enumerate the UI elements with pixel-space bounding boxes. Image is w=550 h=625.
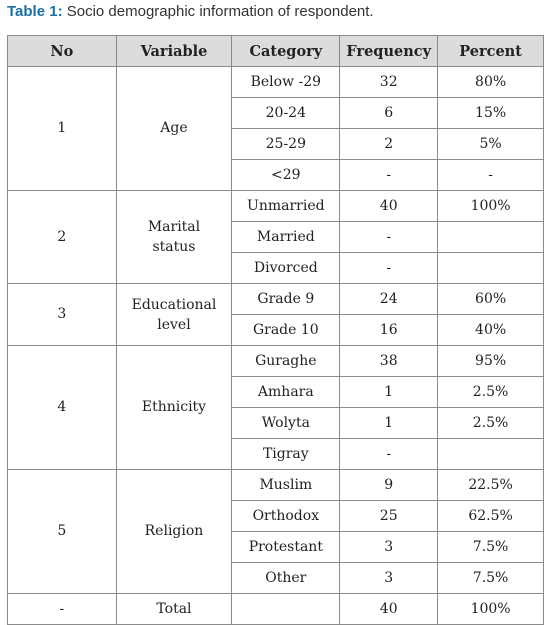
table-row: 2 Marital status Unmarried 40 100% (7, 190, 544, 284)
frequency-cell: 3 (339, 531, 439, 563)
percent-cell (437, 252, 544, 284)
variable-cell: Religion (115, 469, 233, 594)
category-cell: Below -29 (231, 66, 341, 98)
frequency-cell: 6 (339, 97, 439, 129)
frequency-cell: 24 (339, 283, 439, 315)
total-row: - Total 40 100% (7, 593, 544, 625)
percent-cell: 7.5% (437, 562, 544, 594)
frequency-cell: 9 (339, 469, 439, 501)
variable-label: Marital status (147, 219, 201, 255)
category-cell: Orthodox (231, 500, 341, 532)
category-cell: Grade 9 (231, 283, 341, 315)
table-row: 4 Ethnicity Guraghe 38 95% (7, 345, 544, 470)
category-cell: Unmarried (231, 190, 341, 222)
header-category: Category (231, 35, 341, 67)
group-number-cell: 2 (7, 190, 117, 284)
total-frequency-cell: 40 (339, 593, 439, 625)
total-category-cell (231, 593, 341, 625)
table-row: Orthodox 25 62.5% (8, 500, 544, 532)
category-cell: Amhara (231, 376, 341, 408)
group-number-cell: 3 (7, 283, 117, 346)
frequency-cell: 3 (339, 562, 439, 594)
percent-cell: - (437, 159, 544, 191)
table-row: Protestant 3 7.5% (8, 531, 544, 563)
category-cell: 20-24 (231, 97, 341, 129)
frequency-cell: - (339, 252, 439, 284)
table-row: Wolyta 1 2.5% (8, 407, 544, 439)
group-number-cell: 4 (7, 345, 117, 470)
percent-cell: 5% (437, 128, 544, 160)
percent-cell: 100% (437, 190, 544, 222)
percent-cell (437, 221, 544, 253)
group-number-cell: 5 (7, 469, 117, 594)
header-percent: Percent (437, 35, 544, 67)
percent-cell: 62.5% (437, 500, 544, 532)
category-cell: <29 (231, 159, 341, 191)
percent-cell: 95% (437, 345, 544, 377)
frequency-cell: 40 (339, 190, 439, 222)
table-row: Grade 10 16 40% (8, 314, 544, 346)
table-row: 3 Educational level Grade 9 24 60% (7, 283, 544, 346)
demographics-table: No Variable Category Frequency Percent 1… (7, 35, 544, 625)
percent-cell: 60% (437, 283, 544, 315)
variable-cell: Educational level (115, 283, 233, 346)
percent-cell: 2.5% (437, 407, 544, 439)
table-row: Amhara 1 2.5% (8, 376, 544, 408)
variable-cell: Age (115, 66, 233, 191)
table-caption-text: Socio demographic information of respond… (62, 3, 374, 20)
frequency-cell: 32 (339, 66, 439, 98)
frequency-cell: 16 (339, 314, 439, 346)
total-no-cell: - (7, 593, 117, 625)
category-cell: Guraghe (231, 345, 341, 377)
percent-cell (437, 438, 544, 470)
frequency-cell: 2 (339, 128, 439, 160)
total-label-cell: Total (115, 593, 233, 625)
frequency-cell: 1 (339, 407, 439, 439)
percent-cell: 80% (437, 66, 544, 98)
category-cell: Wolyta (231, 407, 341, 439)
percent-cell: 22.5% (437, 469, 544, 501)
variable-cell: Marital status (115, 190, 233, 284)
percent-cell: 2.5% (437, 376, 544, 408)
category-cell: Married (231, 221, 341, 253)
header-variable: Variable (115, 35, 233, 67)
frequency-cell: 38 (339, 345, 439, 377)
variable-label: Age (160, 120, 188, 136)
total-percent-cell: 100% (437, 593, 544, 625)
table-body: 1 Age Below -29 32 80% 20-24 6 15% 25-29 2 5% <29- -… (7, 66, 544, 625)
table-row: 1 Age Below -29 32 80% (7, 66, 544, 191)
group-number-cell: 1 (7, 66, 117, 191)
table-row: 5 Religion Muslim 9 22.5% (7, 469, 544, 594)
table-row: 20-24 6 15% (8, 97, 544, 129)
frequency-cell: - (339, 221, 439, 253)
frequency-cell: 1 (339, 376, 439, 408)
table-row: Tigray - (8, 438, 544, 470)
header-frequency: Frequency (339, 35, 439, 67)
category-cell: Muslim (231, 469, 341, 501)
header-row: No Variable Category Frequency Percent (7, 35, 544, 67)
category-cell: Grade 10 (231, 314, 341, 346)
frequency-cell: - (339, 438, 439, 470)
table-caption-label: Table 1: (7, 3, 63, 20)
percent-cell: 15% (437, 97, 544, 129)
category-cell: Tigray (231, 438, 341, 470)
table-caption: Table 1: Socio demographic information o… (7, 3, 374, 20)
category-cell: Divorced (231, 252, 341, 284)
variable-label: Ethnicity (141, 399, 207, 415)
variable-cell: Ethnicity (115, 345, 233, 470)
percent-cell: 40% (437, 314, 544, 346)
frequency-cell: - (339, 159, 439, 191)
header-no: No (7, 35, 117, 67)
table-row: Divorced - (8, 252, 544, 284)
category-cell: Other (231, 562, 341, 594)
category-cell: 25-29 (231, 128, 341, 160)
variable-label: Religion (144, 523, 204, 539)
frequency-cell: 25 (339, 500, 439, 532)
variable-label: Educational level (131, 296, 217, 333)
category-cell: Protestant (231, 531, 341, 563)
percent-cell: 7.5% (437, 531, 544, 563)
